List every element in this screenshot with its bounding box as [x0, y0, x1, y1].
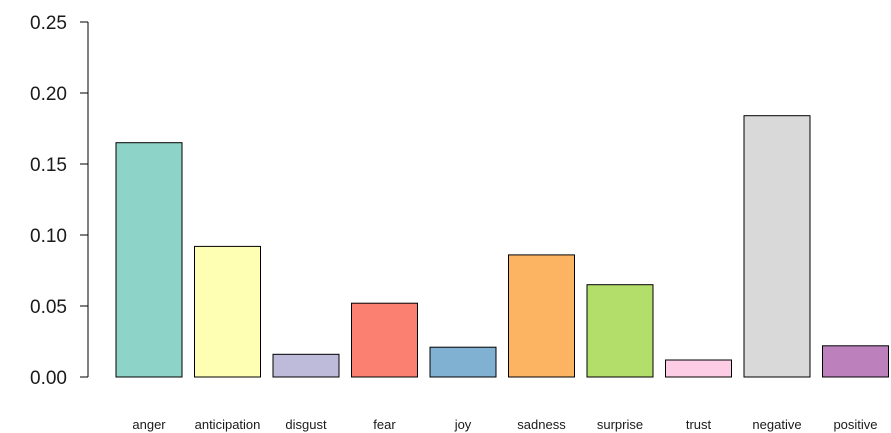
y-tick-label: 0.05: [30, 297, 67, 318]
x-label-trust: trust: [686, 417, 712, 432]
y-axis: 0.00 0.05 0.10 0.15 0.20 0.25: [30, 13, 89, 389]
y-tick-label: 0.20: [30, 84, 67, 105]
bar-trust: [665, 359, 732, 378]
x-label-positive: positive: [833, 417, 877, 432]
y-tick-label: 0.10: [30, 226, 67, 247]
y-tick-label: 0.25: [30, 13, 67, 34]
bar-sadness: [508, 254, 575, 378]
x-label-joy: joy: [454, 417, 472, 432]
x-label-sadness: sadness: [517, 417, 566, 432]
x-label-anticipation: anticipation: [195, 417, 261, 432]
x-axis-labels: anger anticipation disgust fear joy sadness su…: [132, 417, 877, 432]
bar-disgust: [272, 353, 340, 378]
y-tick-label: 0.15: [30, 155, 67, 176]
x-label-negative: negative: [752, 417, 801, 432]
bar-surprise: [586, 284, 654, 378]
bar-positive: [822, 345, 889, 378]
x-label-disgust: disgust: [285, 417, 327, 432]
bar-anger: [115, 142, 183, 378]
bar-negative: [743, 115, 811, 378]
bar-anticipation: [194, 245, 261, 378]
x-label-fear: fear: [373, 417, 396, 432]
bar-joy: [429, 346, 497, 378]
bar-fear: [351, 302, 418, 378]
x-label-surprise: surprise: [597, 417, 643, 432]
bars: [115, 115, 889, 378]
x-label-anger: anger: [132, 417, 166, 432]
y-tick-label: 0.00: [30, 368, 67, 389]
